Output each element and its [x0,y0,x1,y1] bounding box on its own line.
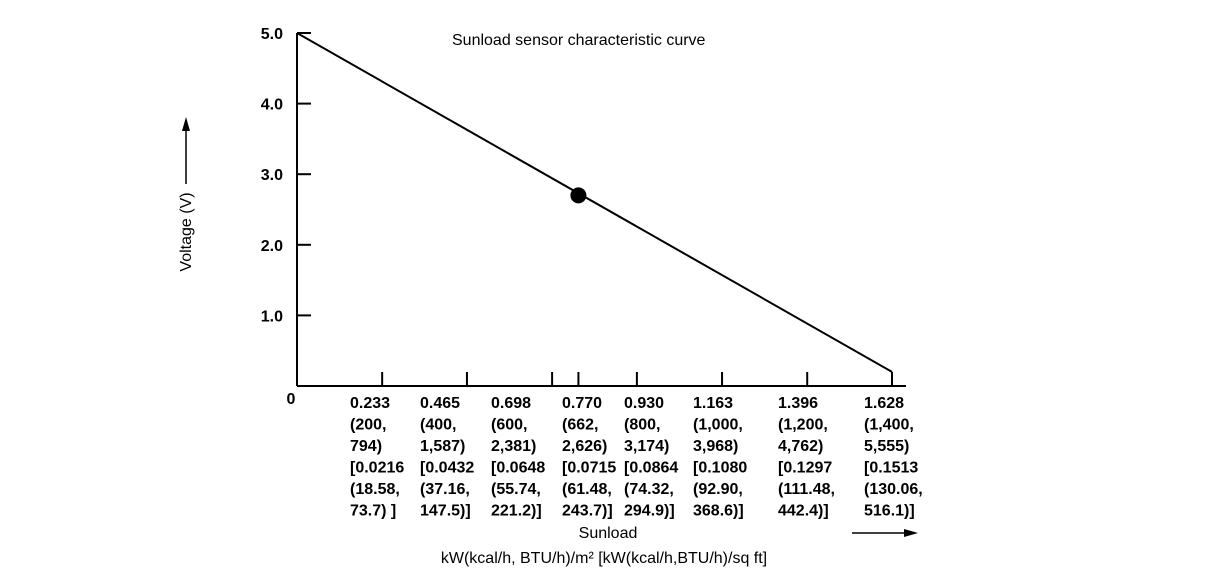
x-tick-label-line: 2,626) [562,438,607,455]
x-tick-label-line: [0.1080 [693,460,747,477]
x-axis-arrow [852,529,918,537]
y-axis-arrow-head [182,117,190,131]
x-tick-label-line: (800, [624,417,660,434]
x-tick-label-line: 794) [350,438,382,455]
x-tick-label-line: (600, [491,417,527,434]
x-tick-label-line: 2,381) [491,438,536,455]
x-tick-label: 0.770 (662, 2,626) [0.0715 (61.48, 243.7)] [562,395,616,520]
x-tick-label-line: 221.2)] [491,503,542,520]
x-tick-label-line: 442.4)] [778,503,829,520]
x-tick-label-line: 147.5)] [420,503,471,520]
x-tick-label-line: 1.163 [693,395,733,412]
x-tick-label: 0.465 (400, 1,587) [0.0432 (37.16, 147.5)] [420,395,474,520]
x-tick-label-line: 3,174) [624,438,669,455]
x-tick-label-line: (130.06, [864,481,923,498]
x-tick-label-line: 1,587) [420,438,465,455]
y-ticks: 5.0 4.0 3.0 2.0 1.0 [261,26,311,325]
x-tick-label-line: (400, [420,417,456,434]
x-tick-label-line: (111.48, [778,481,835,498]
x-tick-label-line: (37.16, [420,481,470,498]
x-tick-label-line: 0.930 [624,395,664,412]
x-tick-label-line: 368.6)] [693,503,744,520]
x-tick-label-line: (200, [350,417,386,434]
x-tick-label: 0.233 (200, 794) [0.0216 (18.58, 73.7) ] [350,395,404,520]
x-tick-label-line: 243.7)] [562,503,613,520]
x-tick-label-line: (18.58, [350,481,400,498]
x-tick-label-line: (1,000, [693,417,743,434]
x-tick-label-line: 0.233 [350,395,390,412]
series-line [296,32,893,373]
x-tick-label: 0.698 (600, 2,381) [0.0648 (55.74, 221.2)] [491,395,545,520]
x-origin-label: 0 [287,391,296,408]
x-tick-label-line: 516.1)] [864,503,915,520]
x-tick-label-line: 1.628 [864,395,904,412]
x-axis-unit: kW(kcal/h, BTU/h)/m² [kW(kcal/h,BTU/h)/s… [441,550,767,567]
y-tick-label: 1.0 [261,308,283,325]
x-tick-label-line: (61.48, [562,481,612,498]
x-tick-label-line: (1,200, [778,417,828,434]
x-tick-label-line: 4,762) [778,438,823,455]
x-tick-label-line: 73.7) ] [350,503,396,520]
x-tick-label-line: 5,555) [864,438,909,455]
chart-title: Sunload sensor characteristic curve [452,32,706,49]
y-axis-label: Voltage (V) [178,192,195,271]
y-tick-label: 3.0 [261,167,283,184]
x-tick-label-line: (1,400, [864,417,914,434]
x-tick-label-line: [0.0648 [491,460,545,477]
x-tick-label-line: (92.90, [693,481,743,498]
x-axis-label: Sunload [579,525,638,542]
x-tick-label: 1.628 (1,400, 5,555) [0.1513 (130.06, 516.1)] [864,395,923,520]
x-tick-label-line: 0.770 [562,395,602,412]
y-axis-label-group: Voltage (V) [178,117,195,272]
x-tick-label-line: (55.74, [491,481,541,498]
x-tick-label-line: [0.1297 [778,460,832,477]
x-tick-label: 1.163 (1,000, 3,968) [0.1080 (92.90, 368.6)] [693,395,747,520]
x-tick-label: 1.396 (1,200, 4,762) [0.1297 (111.48, 442.4)] [778,395,835,520]
x-ticks: 0.233 (200, 794) [0.0216 (18.58, 73.7) ] 0.465… [350,372,923,520]
x-tick-label-line: [0.1513 [864,460,918,477]
x-tick-label-line: 3,968) [693,438,738,455]
y-tick-label: 2.0 [261,238,283,255]
x-tick-label: 0.930 (800, 3,174) [0.0864 (74.32, 294.9)] [624,395,678,520]
y-tick-label: 4.0 [261,97,283,114]
x-tick-label-line: 1.396 [778,395,818,412]
x-tick-label-line: [0.0432 [420,460,474,477]
x-tick-label-line: (662, [562,417,598,434]
x-tick-label-line: [0.0864 [624,460,678,477]
x-tick-label-line: 0.465 [420,395,460,412]
x-axis-arrow-head [904,529,918,537]
series [296,32,893,373]
x-tick-label-line: 0.698 [491,395,531,412]
x-tick-label-line: [0.0715 [562,460,616,477]
x-tick-label-line: 294.9)] [624,503,675,520]
y-tick-label: 5.0 [261,26,283,43]
x-tick-label-line: (74.32, [624,481,674,498]
highlight-point [570,187,587,204]
x-tick-label-line: [0.0216 [350,460,404,477]
